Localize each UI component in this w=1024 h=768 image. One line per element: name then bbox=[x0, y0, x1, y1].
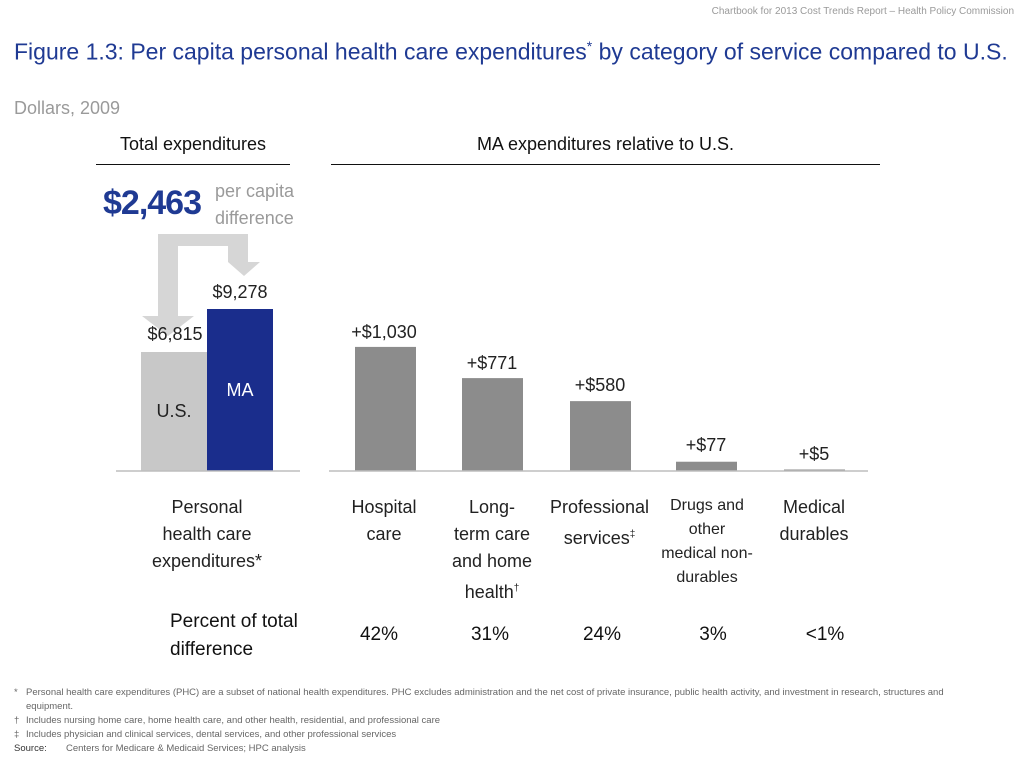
footnote-text: Includes physician and clinical services… bbox=[26, 729, 397, 740]
difference-arrow-icon bbox=[142, 234, 260, 336]
value-label-drugs: +$77 bbox=[685, 435, 727, 455]
category-line: services‡ bbox=[537, 521, 662, 552]
us-value-label: $6,815 bbox=[147, 324, 203, 344]
category-line: Professional bbox=[549, 497, 650, 517]
figure-title: Figure 1.3: Per capita personal health c… bbox=[14, 30, 1014, 68]
category-line: other bbox=[688, 521, 726, 538]
percent-professional: 24% bbox=[582, 624, 622, 645]
bar-hospital bbox=[355, 346, 416, 471]
category-line: and home bbox=[451, 551, 533, 571]
percent-durables: <1% bbox=[805, 624, 845, 645]
category-label-phc: Personal health care expenditures* bbox=[122, 494, 292, 575]
bar-professional bbox=[570, 401, 631, 471]
value-label-long-term-care: +$771 bbox=[466, 353, 518, 373]
left-panel-header: Total expenditures bbox=[119, 134, 267, 154]
right-panel-rule bbox=[331, 164, 880, 165]
category-line: health† bbox=[437, 575, 547, 606]
percent-row-label-line: difference bbox=[170, 639, 254, 660]
category-line: Long- bbox=[468, 497, 516, 517]
category-line: care bbox=[366, 524, 402, 544]
bar-drugs bbox=[676, 461, 737, 471]
value-label-durables: +$5 bbox=[798, 444, 830, 464]
category-line: Hospital bbox=[351, 497, 417, 517]
percent-hospital: 42% bbox=[359, 624, 399, 645]
figure-subtitle: Dollars, 2009 bbox=[14, 98, 121, 118]
title-text: Figure 1.3: Per capita personal health c… bbox=[14, 38, 587, 65]
right-panel-header: MA expenditures relative to U.S. bbox=[476, 134, 735, 154]
percent-drugs: 3% bbox=[699, 624, 727, 645]
footnote: * Personal health care expenditures (PHC… bbox=[14, 686, 974, 714]
left-panel-rule bbox=[96, 164, 290, 165]
percent-row-label-line: Percent of total bbox=[170, 611, 298, 632]
value-label-hospital: +$1,030 bbox=[351, 322, 417, 342]
report-source-line: Chartbook for 2013 Cost Trends Report – … bbox=[711, 6, 1014, 17]
bar-long-term-care bbox=[462, 378, 523, 471]
category-label-professional: Professional services‡ bbox=[537, 494, 662, 552]
footnote-mark: † bbox=[513, 583, 520, 594]
source-note: Source: Centers for Medicare & Medicaid … bbox=[14, 742, 974, 756]
ma-bar bbox=[207, 309, 273, 471]
footnotes: * Personal health care expenditures (PHC… bbox=[14, 686, 974, 756]
category-line-text: services bbox=[563, 528, 630, 548]
percent-long-term-care: 31% bbox=[470, 624, 510, 645]
value-label-professional: +$580 bbox=[574, 375, 626, 395]
ma-value-label: $9,278 bbox=[212, 282, 268, 302]
category-line: durables bbox=[779, 524, 849, 544]
category-line-text: health bbox=[464, 582, 514, 602]
category-line: expenditures* bbox=[151, 551, 263, 571]
title-text-2: by category of service compared to U.S. bbox=[592, 38, 1008, 65]
category-label-drugs: Drugs and other medical non- durables bbox=[648, 494, 766, 590]
per-capita-difference-value: $2,463 bbox=[103, 184, 202, 222]
category-line: durables bbox=[676, 569, 738, 586]
category-line: Personal bbox=[171, 497, 243, 517]
category-line: health care bbox=[162, 524, 252, 544]
footnote-mark: ‡ bbox=[629, 529, 636, 540]
per-capita-difference-label: per capita difference bbox=[215, 181, 295, 228]
category-label-durables: Medical durables bbox=[759, 494, 869, 548]
us-bar-label: U.S. bbox=[156, 401, 192, 421]
us-bar bbox=[141, 352, 207, 471]
category-line: term care bbox=[453, 524, 531, 544]
category-line: Medical bbox=[782, 497, 846, 517]
category-label-hospital: Hospital care bbox=[329, 494, 439, 548]
category-line: Drugs and bbox=[670, 497, 744, 514]
title-footnote-mark: * bbox=[586, 38, 593, 54]
footnote-mark: ‡ bbox=[14, 729, 20, 740]
source-label: Source: bbox=[14, 743, 47, 754]
footnote: † Includes nursing home care, home healt… bbox=[14, 714, 974, 728]
footnote-mark: † bbox=[14, 715, 20, 726]
category-line: medical non- bbox=[661, 545, 753, 562]
ma-bar-label: MA bbox=[226, 380, 254, 400]
footnote-mark: * bbox=[14, 687, 18, 698]
footnote-text: Personal health care expenditures (PHC) … bbox=[26, 687, 944, 712]
source-text: Centers for Medicare & Medicaid Services… bbox=[66, 743, 306, 754]
percent-row-label: Percent of total difference bbox=[170, 608, 298, 664]
footnote: ‡ Includes physician and clinical servic… bbox=[14, 728, 974, 742]
category-label-long-term-care: Long- term care and home health† bbox=[437, 494, 547, 606]
footnote-text: Includes nursing home care, home health … bbox=[26, 715, 441, 726]
